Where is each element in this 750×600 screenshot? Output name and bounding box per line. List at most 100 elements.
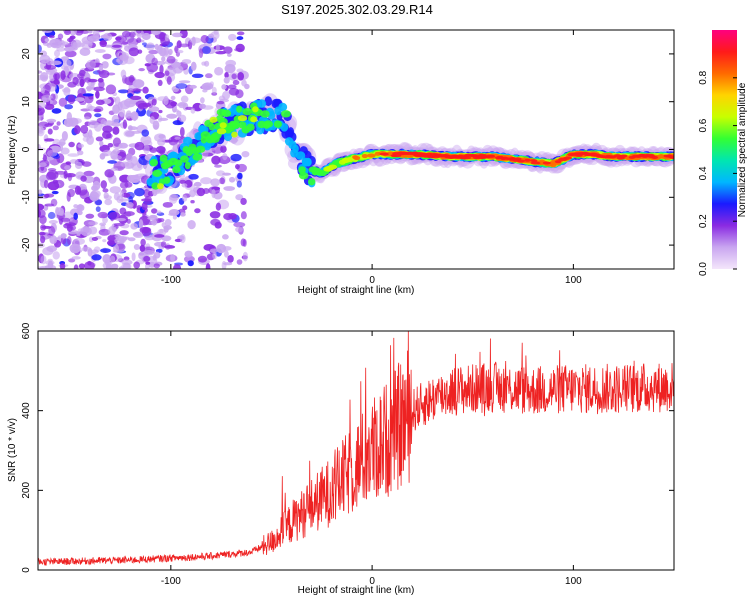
spectrogram-noise-cell [47,167,57,172]
spectrogram-noise-cell [236,36,244,41]
spectrogram-noise-cell [79,78,85,88]
spectrogram-noise-cell [112,148,121,155]
spectrogram-noise-cell [111,122,121,127]
spectrogram-noise-cell [168,209,180,216]
spectrogram-noise-cell [77,73,85,79]
spectrogram-noise-cell [38,114,42,122]
spectrogram-noise-cell [52,125,59,131]
spectrogram-noise-cell [224,250,229,258]
spectrogram-ridge-cell [280,110,291,118]
spectrogram-noise-cell [179,233,186,244]
spectrogram-noise-cell [98,69,110,79]
spectrogram-noise-cell [92,30,100,39]
spectrogram-noise-cell [48,35,55,39]
spectrogram-noise-cell [95,90,100,99]
spectrogram-noise-cell [110,167,119,172]
spectrogram-noise-cell [44,203,55,207]
spectrogram-noise-cell [48,220,58,225]
spectrogram-noise-cell [151,30,161,36]
spectrogram-noise-cell [45,171,57,181]
spectrogram-noise-cell [38,189,43,195]
spectrogram-noise-cell [236,31,245,36]
spectrogram-noise-cell [74,97,85,102]
spectrogram-noise-cell [176,110,182,117]
spectrogram-noise-cell [94,49,106,53]
spectrogram-noise-cell [123,211,135,217]
colorbar-label: Normalized spectral amplitude [737,82,748,217]
spectrogram-noise-cell [133,261,141,269]
spectrogram-noise-cell [237,172,243,180]
spectrogram-noise-cell [68,258,76,263]
spectrogram-ridge-cell [542,161,551,165]
spectrogram-noise-cell [135,30,142,34]
spectrogram-noise-cell [43,179,49,189]
spectrogram-noise-cell [142,86,149,94]
spectrogram-noise-cell [193,181,202,187]
spectrogram-noise-cell [170,254,176,262]
spectrogram-noise-cell [88,221,98,226]
spectrogram-noise-cell [95,206,101,212]
spectrogram-noise-cell [197,255,208,263]
spectrogram-noise-cell [53,72,60,81]
spectrogram-noise-cell [66,223,73,232]
spectrogram-ridge-cell [180,155,189,163]
spectrogram-noise-cell [234,47,243,52]
spectrogram-ridge-cell [379,152,389,156]
spectrogram-noise-cell [201,83,212,91]
spectrogram-noise-cell [102,53,112,60]
spectrogram-noise-cell [91,236,99,241]
spectrogram-noise-cell [119,181,129,189]
colorbar: 0.0 0.2 0.4 0.6 0.8 Normalized spectral ampl… [698,30,748,276]
spectrogram-noise-cell [204,60,210,67]
snr-panel: -100 0 100 0 200 400 600 Height of straight l… [7,322,675,596]
spectrogram-noise-cell [69,35,76,40]
spectrogram-noise-cell [152,254,157,261]
spectrogram-noise-cell [67,153,80,157]
spectrogram-noise-cell [60,147,70,155]
spectrogram-noise-cell [163,95,169,106]
spectrogram-noise-cell [38,203,45,211]
spectrogram-noise-cell [79,189,90,200]
spectrogram-noise-cell [118,142,128,149]
spectrogram-noise-cell [113,192,120,201]
spectrogram-noise-cell [95,99,105,106]
spectrogram-noise-cell [102,239,107,243]
spectrogram-noise-cell [93,86,105,92]
spectrogram-noise-cell [236,259,243,265]
spectrogram-noise-cell [158,217,165,223]
spectrogram-noise-cell [112,137,121,147]
spectrogram-ridge-cell [298,166,306,174]
spectrogram-noise-cell [144,263,150,269]
spectrogram-noise-cell [142,42,147,46]
spectrogram-noise-cell [211,155,221,165]
spectrogram-noise-cell [38,102,47,109]
spectrogram-noise-cell [104,169,115,178]
spectrogram-noise-cell [109,186,122,194]
spectrogram-noise-cell [218,95,226,102]
spectrogram-noise-cell [178,114,187,123]
spectrogram-noise-cell [227,53,232,57]
spectrogram-ridge-cell [183,136,193,146]
spectrogram-noise-cell [209,211,221,219]
spectrogram-noise-cell [201,46,211,55]
spectrogram-noise-cell [219,177,225,185]
spectrogram-noise-cell [230,153,242,162]
spectrogram-noise-cell [230,137,238,144]
spectrogram-ridge-cell [298,172,309,180]
spectrogram-noise-cell [93,122,102,132]
colorbar-tick-label: 0.2 [698,214,709,228]
colorbar-gradient [712,30,737,269]
spectrogram-noise-cell [164,218,172,227]
figure-title: S197.2025.302.03.29.R14 [281,2,433,17]
spectrogram-noise-cell [41,30,53,33]
spectrogram-ridge-cell [295,151,306,160]
spectrogram-noise-cell [179,212,186,217]
spectrogram-noise-cell [84,116,91,120]
spectrogram-x-ticks: -100 0 100 [161,30,582,286]
colorbar-ticks: 0.0 0.2 0.4 0.6 0.8 [698,70,737,276]
spectrogram-noise-cell [200,177,213,185]
spectrogram-ridge-cell [157,183,164,190]
spectrogram-noise-cell [38,106,45,116]
spectrogram-ytick-label: -10 [21,190,32,205]
spectrogram-noise-cell [180,95,189,103]
